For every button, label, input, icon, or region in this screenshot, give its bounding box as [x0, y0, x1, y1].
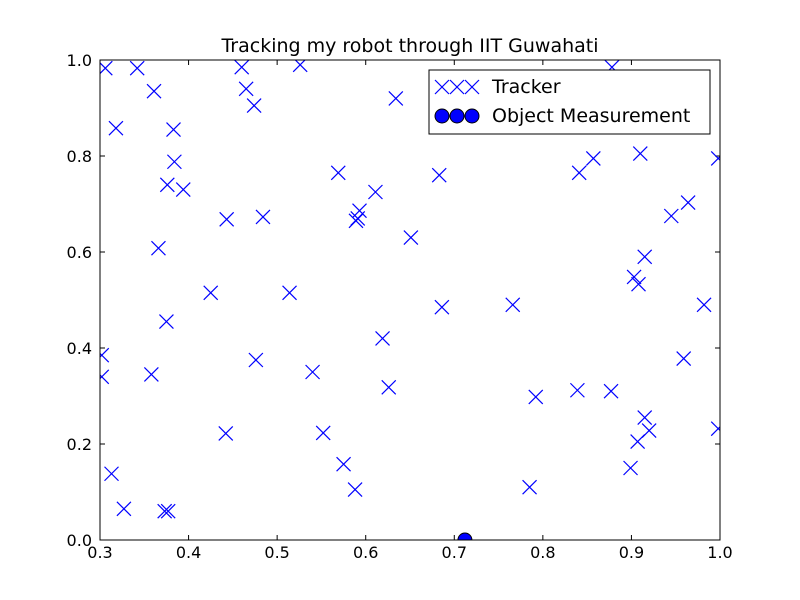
- tracker-point: [403, 230, 419, 246]
- tracker-point: [218, 426, 234, 441]
- tracker-point: [104, 466, 119, 482]
- tracker-point: [129, 60, 145, 76]
- y-tick-label: 0.8: [67, 147, 92, 166]
- tracker-point: [528, 389, 544, 405]
- tracker-point: [505, 297, 521, 313]
- x-axis: 0.3 0.4 0.5 0.6 0.7 0.8 0.9 1.0: [87, 60, 733, 562]
- tracker-point: [431, 167, 447, 183]
- series-tracker: [100, 60, 720, 519]
- series-object-measurement: [457, 532, 473, 540]
- data-points: [100, 60, 720, 540]
- tracker-point: [630, 434, 646, 450]
- tracker-point: [569, 382, 585, 398]
- tracker-point: [157, 503, 173, 519]
- legend-circle-marker: [434, 108, 450, 124]
- tracker-point: [166, 122, 181, 138]
- y-tick-label: 1.0: [67, 51, 92, 70]
- tracker-point: [696, 297, 712, 313]
- tracker-point: [234, 60, 250, 75]
- tracker-point: [434, 299, 450, 315]
- tracker-point: [381, 379, 397, 395]
- tracker-point: [100, 60, 113, 76]
- y-axis: 0.0 0.2 0.4 0.6 0.8 1.0: [67, 51, 720, 550]
- legend-circle-marker: [449, 108, 465, 124]
- tracker-point: [159, 314, 174, 330]
- y-tick-label: 0.0: [67, 531, 92, 550]
- tracker-point: [710, 150, 720, 166]
- legend-label-object-measurement: Object Measurement: [492, 105, 690, 127]
- legend-x-marker: [434, 79, 450, 95]
- tracker-point: [585, 150, 601, 166]
- x-tick-label: 0.7: [442, 543, 467, 562]
- tracker-point: [388, 90, 404, 106]
- tracker-point: [330, 165, 346, 181]
- tracker-point: [108, 120, 124, 136]
- x-tick-label: 0.4: [176, 543, 201, 562]
- tracker-point: [151, 240, 166, 256]
- tracker-point: [246, 98, 262, 114]
- tracker-point: [522, 479, 537, 495]
- tracker-point: [166, 154, 182, 170]
- tracker-point: [352, 203, 367, 219]
- tracker-point: [710, 421, 720, 437]
- x-tick-label: 0.3: [87, 543, 112, 562]
- tracker-point: [248, 352, 264, 368]
- tracker-point: [626, 269, 642, 285]
- legend-box: [428, 69, 711, 135]
- plot-frame: [99, 59, 721, 541]
- tracker-point: [160, 503, 176, 519]
- legend-x-marker: [464, 79, 480, 95]
- tracker-point: [305, 364, 320, 380]
- tracker-point: [631, 276, 646, 292]
- tracker-point: [219, 211, 235, 227]
- legend: Tracker Object Measurement: [428, 69, 711, 135]
- tracker-point: [282, 285, 297, 301]
- tracker-point: [632, 146, 648, 162]
- x-tick-label: 1.0: [707, 543, 732, 562]
- tracker-point: [159, 177, 175, 193]
- legend-label-tracker: Tracker: [491, 76, 561, 98]
- plot-area: [100, 60, 720, 540]
- y-tick-label: 0.4: [67, 339, 92, 358]
- chart-title: Tracking my robot through IIT Guwahati: [220, 35, 598, 57]
- tracker-point: [315, 425, 331, 441]
- tracker-point: [680, 195, 696, 210]
- legend-marker-tracker: [434, 79, 480, 95]
- tracker-point: [663, 208, 679, 224]
- tracker-point: [623, 460, 638, 476]
- tracker-point: [637, 410, 653, 426]
- y-tick-label: 0.6: [67, 243, 92, 262]
- tracker-point: [571, 165, 587, 181]
- y-tick-label: 0.2: [67, 435, 92, 454]
- tracker-point: [100, 347, 110, 363]
- tracker-point: [143, 366, 159, 382]
- tracker-point: [146, 83, 162, 99]
- tracker-point: [100, 369, 110, 385]
- tracker-point: [375, 330, 390, 346]
- legend-circle-marker: [464, 108, 480, 124]
- measurement-point: [457, 532, 473, 540]
- tracker-point: [676, 351, 692, 366]
- tracker-point: [255, 209, 271, 225]
- tracker-point: [238, 81, 254, 97]
- tracker-point: [203, 285, 219, 301]
- x-tick-label: 0.6: [353, 543, 378, 562]
- tracker-point: [368, 184, 383, 200]
- tracker-point: [347, 482, 363, 498]
- tracker-point: [637, 249, 653, 265]
- tracker-point: [603, 383, 619, 399]
- x-tick-label: 0.5: [264, 543, 289, 562]
- tracker-point: [336, 456, 351, 472]
- legend-x-marker: [449, 79, 465, 95]
- tracker-point: [116, 501, 132, 517]
- tracker-point: [175, 182, 191, 198]
- x-tick-label: 0.9: [619, 543, 644, 562]
- x-tick-label: 0.8: [530, 543, 555, 562]
- legend-marker-object-measurement: [434, 108, 480, 124]
